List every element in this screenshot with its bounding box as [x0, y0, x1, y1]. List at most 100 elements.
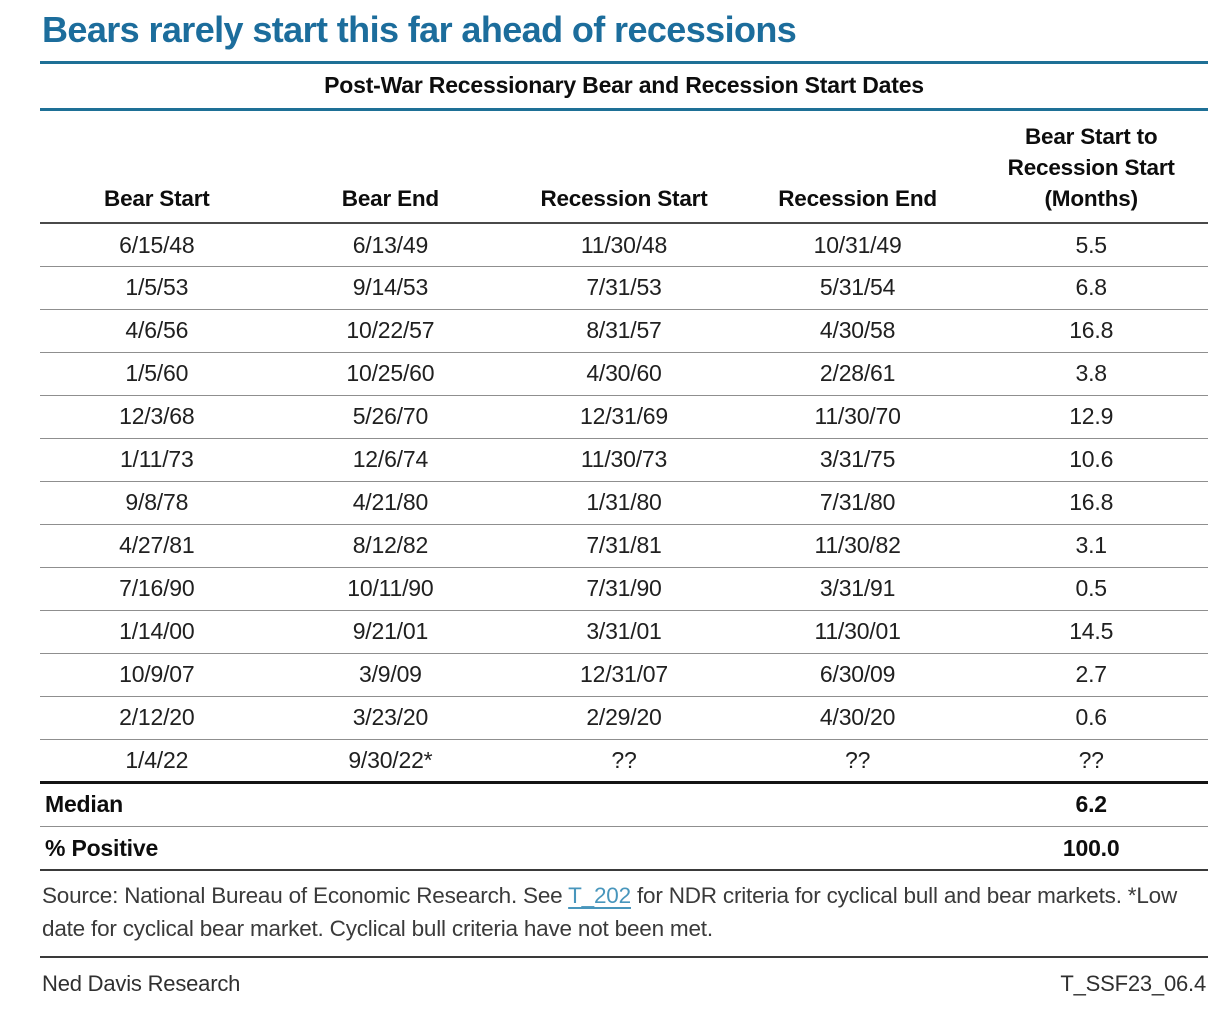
table-cell: 10/11/90 — [273, 567, 508, 611]
table-cell: 3/31/91 — [740, 567, 975, 611]
table-row: 6/15/48 6/13/49 11/30/48 10/31/49 5.5 — [40, 223, 1208, 267]
summary-label: Median — [40, 782, 975, 827]
table-cell: 12/31/07 — [507, 653, 741, 697]
summary-value: 6.2 — [974, 782, 1208, 827]
summary-row: % Positive 100.0 — [40, 826, 1208, 872]
table-row: 9/8/78 4/21/80 1/31/80 7/31/80 16.8 — [40, 481, 1208, 525]
recession-bear-table: Bear Start Bear End Recession Start Rece… — [40, 121, 1208, 872]
table-cell: 1/5/53 — [40, 266, 274, 310]
table-cell: 2/29/20 — [507, 696, 741, 740]
table-cell: 1/4/22 — [40, 739, 274, 784]
column-header-months-line2: Recession Start — [1007, 155, 1175, 181]
table-cell: 6.8 — [974, 266, 1208, 310]
column-header-bear-end: Bear End — [273, 121, 508, 225]
table-cell: 12/6/74 — [273, 438, 508, 482]
table-row: 1/5/53 9/14/53 7/31/53 5/31/54 6.8 — [40, 266, 1208, 310]
table-cell: 12.9 — [974, 395, 1208, 439]
table-cell: 8/31/57 — [507, 309, 741, 353]
header-row: Bear Start Bear End Recession Start Rece… — [40, 121, 1208, 225]
page-title: Bears rarely start this far ahead of rec… — [42, 9, 797, 50]
brand-name: Ned Davis Research — [42, 971, 241, 997]
footnote: Source: National Bureau of Economic Rese… — [40, 871, 1208, 959]
table-cell: 10/9/07 — [40, 653, 274, 697]
table-cell: 0.6 — [974, 696, 1208, 740]
table-row: 4/27/81 8/12/82 7/31/81 11/30/82 3.1 — [40, 524, 1208, 568]
table-cell: 2.7 — [974, 653, 1208, 697]
table-cell: 9/30/22* — [273, 739, 508, 784]
table-cell: 4/30/58 — [740, 309, 975, 353]
table-cell: 5.5 — [974, 223, 1208, 267]
table-cell: 12/31/69 — [507, 395, 741, 439]
table-cell: 4/30/20 — [740, 696, 975, 740]
table-cell: 3/9/09 — [273, 653, 508, 697]
table-cell: 9/14/53 — [273, 266, 508, 310]
table-cell: ?? — [974, 739, 1208, 784]
table-cell: 4/6/56 — [40, 309, 274, 353]
column-header-recession-start: Recession Start — [507, 121, 741, 225]
table-cell: 2/12/20 — [40, 696, 274, 740]
source-link[interactable]: T_202 — [568, 883, 631, 909]
summary-label: % Positive — [40, 826, 975, 872]
table-cell: 6/30/09 — [740, 653, 975, 697]
table-body: 6/15/48 6/13/49 11/30/48 10/31/49 5.5 1/5/53 9… — [40, 223, 1208, 872]
table-cell: 4/30/60 — [507, 352, 741, 396]
table-cell: 9/21/01 — [273, 610, 508, 654]
table-cell: 1/14/00 — [40, 610, 274, 654]
table-cell: 9/8/78 — [40, 481, 274, 525]
table-row: 12/3/68 5/26/70 12/31/69 11/30/70 12.9 — [40, 395, 1208, 439]
column-header-months: Bear Start to Recession Start (Months) — [974, 121, 1208, 225]
top-rule — [40, 61, 1208, 65]
table-cell: 3/31/01 — [507, 610, 741, 654]
table-cell: 7/31/81 — [507, 524, 741, 568]
table-cell: 1/11/73 — [40, 438, 274, 482]
table-cell: 5/31/54 — [740, 266, 975, 310]
table-row: 4/6/56 10/22/57 8/31/57 4/30/58 16.8 — [40, 309, 1208, 353]
table-cell: 16.8 — [974, 481, 1208, 525]
footer: Ned Davis Research T_SSF23_06.4 — [40, 958, 1208, 997]
table-cell: 4/21/80 — [273, 481, 508, 525]
table-cell: 0.5 — [974, 567, 1208, 611]
table-cell: 4/27/81 — [40, 524, 274, 568]
table-cell: ?? — [507, 739, 741, 784]
table-cell: 3.8 — [974, 352, 1208, 396]
table-cell: 11/30/48 — [507, 223, 741, 267]
summary-row: Median 6.2 — [40, 782, 1208, 827]
table-row: 10/9/07 3/9/09 12/31/07 6/30/09 2.7 — [40, 653, 1208, 697]
footnote-text-after: for NDR criteria for cyclical bull and b… — [42, 883, 1178, 941]
table-cell: 11/30/01 — [740, 610, 975, 654]
table-cell: 7/31/80 — [740, 481, 975, 525]
summary-value: 100.0 — [974, 826, 1208, 872]
table-row: 1/4/22 9/30/22*?????? — [40, 739, 1208, 784]
table-cell: 10.6 — [974, 438, 1208, 482]
figure-container: Bears rarely start this far ahead of rec… — [40, 0, 1208, 997]
table-cell: 10/31/49 — [740, 223, 975, 267]
table-cell: 14.5 — [974, 610, 1208, 654]
table-cell: 3/23/20 — [273, 696, 508, 740]
table-row: 1/14/00 9/21/01 3/31/01 11/30/01 14.5 — [40, 610, 1208, 654]
column-header-recession-end: Recession End — [740, 121, 975, 225]
table-cell: 3.1 — [974, 524, 1208, 568]
footnote-text-before: Source: National Bureau of Economic Rese… — [42, 883, 569, 909]
table-cell: 2/28/61 — [740, 352, 975, 396]
table-cell: 11/30/70 — [740, 395, 975, 439]
table-cell: 1/5/60 — [40, 352, 274, 396]
table-row: 2/12/20 3/23/20 2/29/20 4/30/20 0.6 — [40, 696, 1208, 740]
table-cell: 8/12/82 — [273, 524, 508, 568]
table-cell: ?? — [740, 739, 975, 784]
figure-id: T_SSF23_06.4 — [1060, 971, 1206, 997]
column-header-bear-start: Bear Start — [40, 121, 274, 225]
table-cell: 7/31/90 — [507, 567, 741, 611]
table-cell: 6/13/49 — [273, 223, 508, 267]
table-cell: 3/31/75 — [740, 438, 975, 482]
table-cell: 7/16/90 — [40, 567, 274, 611]
table-cell: 1/31/80 — [507, 481, 741, 525]
table-cell: 11/30/82 — [740, 524, 975, 568]
subtitle-rule — [40, 108, 1208, 112]
table-row: 7/16/90 10/11/90 7/31/90 3/31/91 0.5 — [40, 567, 1208, 611]
table-cell: 5/26/70 — [273, 395, 508, 439]
table-cell: 11/30/73 — [507, 438, 741, 482]
table-title: Post-War Recessionary Bear and Recession… — [324, 72, 924, 99]
table-cell: 6/15/48 — [40, 223, 274, 267]
table-cell: 12/3/68 — [40, 395, 274, 439]
table-cell: 10/25/60 — [273, 352, 508, 396]
